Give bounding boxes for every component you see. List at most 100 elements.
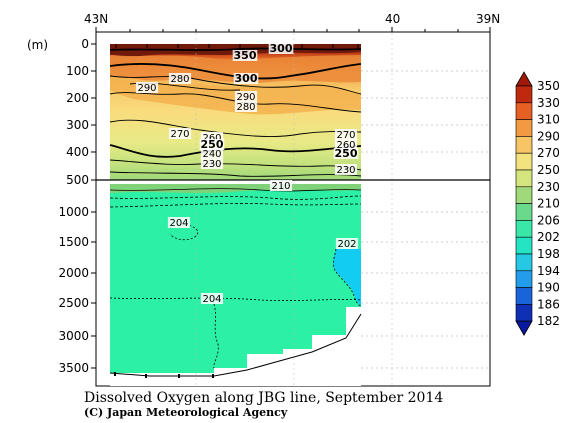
svg-text:290: 290	[137, 83, 156, 94]
svg-text:204: 204	[202, 294, 221, 305]
y-tick-label: 2500	[58, 296, 89, 310]
contour-label: 204	[167, 217, 191, 229]
colorbar-level-label: 182	[537, 314, 560, 328]
contour-label: 202	[335, 238, 359, 250]
svg-text:210: 210	[271, 181, 290, 192]
colorbar-segment	[515, 119, 533, 137]
low-oxygen-pocket	[333, 249, 361, 306]
colorbar-segment	[515, 136, 533, 154]
svg-text:202: 202	[337, 239, 356, 250]
y-tick-label: 1500	[58, 235, 89, 249]
svg-text:270: 270	[170, 129, 189, 140]
colorbar-level-label: 210	[537, 197, 560, 211]
colorbar-segment	[515, 102, 533, 120]
y-tick-labels: 0 100 200 300 400 500 1000 1500 2000 250…	[58, 37, 89, 375]
svg-text:270: 270	[336, 130, 355, 141]
station-bottom-markers	[114, 372, 214, 378]
colorbar-segment	[515, 152, 533, 171]
colorbar-segment	[515, 85, 533, 104]
lower-panel-fill	[110, 184, 361, 373]
contour-label: 250	[199, 138, 225, 151]
seafloor-mask	[110, 307, 361, 386]
colorbar-level-label: 186	[537, 297, 560, 311]
svg-text:280: 280	[170, 74, 189, 85]
colorbar-level-label: 290	[537, 129, 560, 143]
y-tick-label: 3000	[58, 329, 89, 343]
contour-label: 210	[269, 180, 293, 192]
upper-contours	[109, 47, 362, 177]
colorbar-level-label: 190	[537, 281, 560, 295]
colorbar-level-label: 270	[537, 146, 560, 160]
contour-label: 260	[334, 139, 358, 151]
svg-text:290: 290	[236, 92, 255, 103]
y-tick-label: 2000	[58, 266, 89, 280]
colorbar-level-label: 230	[537, 180, 560, 194]
contour-label: 250	[333, 147, 359, 160]
contour-label: 260	[200, 132, 224, 144]
x-tick-label: 43N	[84, 12, 108, 26]
y-axis-ticks	[91, 43, 96, 369]
svg-text:240: 240	[202, 149, 221, 160]
colorbar-level-label: 198	[537, 247, 560, 261]
contour-label: 240	[200, 148, 224, 160]
depth-gridlines	[361, 70, 489, 369]
colorbar-level-label: 330	[537, 96, 560, 110]
colorbar-max-arrow	[515, 71, 533, 87]
station-gridlines	[195, 33, 393, 385]
y-tick-label: 200	[66, 91, 89, 105]
colorbar-level-label: 194	[537, 264, 560, 278]
contour-label: 300	[233, 72, 259, 85]
colorbar-segment	[515, 169, 533, 188]
contour-label: 204	[200, 293, 224, 305]
contour-label: 230	[200, 158, 224, 170]
y-tick-label: 3500	[58, 361, 89, 375]
svg-text:250: 250	[335, 147, 358, 160]
colorbar-segment	[515, 220, 533, 238]
contour-label: 270	[168, 128, 192, 140]
contour-label: 270	[334, 129, 358, 141]
colorbar-level-label: 350	[537, 79, 560, 93]
colorbar-level-label: 202	[537, 230, 560, 244]
contour-label: 290	[234, 91, 258, 103]
svg-text:260: 260	[336, 140, 355, 151]
contour-label: 230	[334, 164, 358, 176]
lower-contours	[109, 188, 362, 369]
svg-text:230: 230	[202, 159, 221, 170]
contour-label: 300	[268, 42, 294, 55]
x-tick-labels: 43N 40 39N	[84, 12, 500, 26]
chart-title: Dissolved Oxygen along JBG line, Septemb…	[84, 390, 443, 406]
contour-label: 280	[234, 101, 258, 113]
colorbar-segment	[515, 236, 533, 255]
x-axis-ticks	[95, 27, 491, 32]
svg-text:350: 350	[234, 49, 257, 62]
svg-text:300: 300	[235, 72, 258, 85]
contour-label: 290	[135, 82, 159, 94]
svg-text:280: 280	[236, 102, 255, 113]
colorbar-level-label: 310	[537, 113, 560, 127]
y-tick-label: 1000	[58, 205, 89, 219]
y-tick-label: 0	[81, 37, 89, 51]
x-tick-label: 39N	[476, 12, 500, 26]
svg-text:300: 300	[270, 42, 293, 55]
seafloor-line	[109, 313, 362, 377]
contour-label: 350	[232, 49, 258, 62]
svg-text:250: 250	[201, 138, 224, 151]
colorbar-segment	[515, 253, 533, 272]
colorbar: 350 330 310 290 270 250 230 210 206 202 198 194 190 1…	[515, 71, 560, 337]
colorbar-min-arrow	[515, 320, 533, 337]
colorbar-segment	[515, 203, 533, 221]
svg-text:260: 260	[202, 133, 221, 144]
copyright-credit: (C) Japan Meteorological Agency	[84, 406, 288, 419]
y-tick-label: 400	[66, 145, 89, 159]
svg-text:204: 204	[169, 218, 188, 229]
x-tick-label: 40	[385, 12, 400, 26]
y-axis-unit-label: (m)	[27, 38, 48, 52]
colorbar-segment	[515, 186, 533, 204]
contour-label: 280	[168, 73, 192, 85]
colorbar-level-label: 206	[537, 213, 560, 227]
y-tick-label: 100	[66, 64, 89, 78]
y-tick-label: 300	[66, 118, 89, 132]
colorbar-segment	[515, 287, 533, 305]
colorbar-level-label: 250	[537, 163, 560, 177]
